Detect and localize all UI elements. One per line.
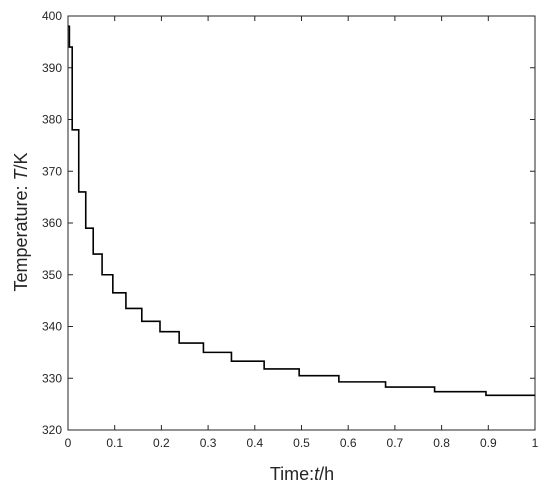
x-tick-label: 0.2 <box>153 436 170 450</box>
y-tick-label: 360 <box>42 216 62 230</box>
x-tick-label: 0.9 <box>480 436 497 450</box>
y-tick-label: 370 <box>42 164 62 178</box>
x-axis-title-unit: /h <box>319 464 334 484</box>
x-tick-label: 0.3 <box>200 436 217 450</box>
y-axis-title: Temperature: T/K <box>11 152 31 291</box>
x-tick-label: 0.4 <box>246 436 263 450</box>
series-line <box>68 25 535 397</box>
x-tick-label: 0.7 <box>387 436 404 450</box>
x-tick-label: 0.6 <box>340 436 357 450</box>
y-tick-label: 330 <box>42 371 62 385</box>
x-tick-label: 0.1 <box>106 436 123 450</box>
x-tick-label: 0.5 <box>293 436 310 450</box>
y-axis: 320 330 340 350 360 370 380 390 400 <box>42 9 535 437</box>
x-axis-title-text: Time: <box>270 464 314 484</box>
y-axis-title-text: Temperature: <box>11 180 31 291</box>
y-tick-label: 340 <box>42 320 62 334</box>
x-axis-title: Time:t/h <box>270 464 334 484</box>
y-tick-label: 320 <box>42 423 62 437</box>
y-axis-title-unit: /K <box>11 152 31 169</box>
y-axis-title-variable: T <box>11 167 31 180</box>
x-axis-title-variable: t <box>314 464 320 484</box>
y-tick-label: 400 <box>42 9 62 23</box>
x-tick-label: 1 <box>532 436 539 450</box>
x-tick-label: 0.8 <box>433 436 450 450</box>
axes-box <box>67 15 536 431</box>
y-tick-label: 350 <box>42 268 62 282</box>
x-tick-label: 0 <box>65 436 72 450</box>
y-tick-label: 380 <box>42 113 62 127</box>
y-tick-label: 390 <box>42 61 62 75</box>
x-axis: 0 0.1 0.2 0.3 0.4 0.5 0.6 0.7 0.8 0.9 1 <box>65 16 539 450</box>
